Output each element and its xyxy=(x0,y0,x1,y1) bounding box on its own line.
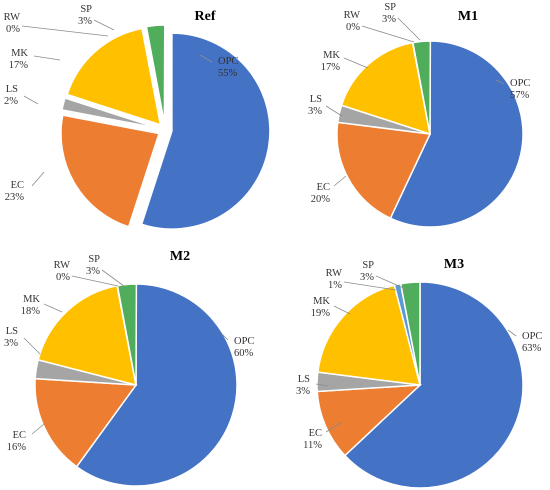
slice-label-sp-ref: SP 3% xyxy=(78,4,92,27)
leader-line-ls xyxy=(23,337,41,355)
slice-label-sp-m2: SP 3% xyxy=(86,254,100,277)
slice-opc-m1 xyxy=(389,40,524,228)
leader-line-rw xyxy=(21,25,109,37)
slice-sp-m3 xyxy=(399,281,421,386)
slice-label-rw-m3: RW 1% xyxy=(326,268,343,291)
slice-label-sp-m1: SP 3% xyxy=(382,2,396,25)
leader-line-sp xyxy=(397,17,421,41)
leader-line-mk xyxy=(33,55,61,61)
chart-title-m1: M1 xyxy=(458,9,478,24)
slice-label-mk-m3: MK 19% xyxy=(311,296,331,319)
slice-label-mk-m2: MK 18% xyxy=(21,294,41,317)
leader-line-opc xyxy=(221,333,229,341)
slice-label-opc-ref: OPC 55% xyxy=(218,56,238,79)
pie-panel-ref: Ref OPC 55% EC 23% LS 2% MK 17% RW 0% SP 3% xyxy=(4,4,271,230)
slice-label-ls-m2: LS 3% xyxy=(4,326,18,349)
leader-line-ls xyxy=(23,95,39,105)
leader-line-mk xyxy=(43,303,63,313)
leader-line-ls xyxy=(325,105,343,117)
slice-label-opc-m2: OPC 60% xyxy=(234,336,254,359)
slice-label-ec-m2: EC 16% xyxy=(7,430,27,453)
slice-ec-ref xyxy=(60,114,160,228)
pie-panel-m1: M1 OPC 57% EC 20% LS 3% MK 17%RW 0% SP 3% xyxy=(308,2,530,228)
slice-opc-m2 xyxy=(75,283,238,487)
slice-label-ec-m3: EC 11% xyxy=(303,428,322,451)
leader-line-ls xyxy=(315,383,329,387)
leader-line-sp xyxy=(375,275,409,291)
slice-mk-ref xyxy=(66,27,162,126)
slice-label-ls-ref: LS 2% xyxy=(4,84,18,107)
leader-line-rw xyxy=(343,281,397,291)
slice-label-ls-m3: LS 3% xyxy=(296,374,310,397)
slice-label-opc-m3: OPC 63% xyxy=(522,331,542,354)
slice-ls-ref xyxy=(61,97,159,129)
leader-line-opc xyxy=(495,79,505,85)
slice-sp-ref xyxy=(145,24,166,124)
slice-label-sp-m3: SP 3% xyxy=(360,260,374,283)
leader-line-ec xyxy=(31,171,45,187)
chart-title-m3: M3 xyxy=(444,257,464,272)
leader-line-ec xyxy=(333,175,347,187)
chart-title-ref: Ref xyxy=(195,9,216,24)
slice-opc-ref xyxy=(140,32,271,230)
leader-line-ec xyxy=(325,421,343,433)
pie-panel-m3: M3 OPC 63% EC 11% LS 3% MK 19% RW 1% SP 3% xyxy=(296,257,542,489)
leader-line-ec xyxy=(31,423,45,435)
slice-sp-m1 xyxy=(412,40,432,135)
pie-panel-m2: M2 OPC 60% EC 16% LS 3%MK 18% RW 0% SP 3% xyxy=(4,249,254,487)
chart-title-m2: M2 xyxy=(170,249,190,264)
leader-line-sp xyxy=(101,269,125,287)
leader-line-rw xyxy=(71,275,119,287)
leader-line-rw xyxy=(361,25,415,43)
slice-label-rw-ref: RW 0% xyxy=(4,12,21,35)
slice-ec-m1 xyxy=(336,121,432,220)
slice-label-ec-ref: EC 23% xyxy=(5,180,25,203)
slice-mk-m1 xyxy=(340,41,431,136)
leader-line-mk xyxy=(333,305,351,315)
slice-label-ec-m1: EC 20% xyxy=(311,182,331,205)
leader-line-sp xyxy=(93,19,115,31)
slice-label-opc-m1: OPC 57% xyxy=(510,78,530,101)
slice-opc-m3 xyxy=(343,281,524,489)
slice-label-mk-ref: MK 17% xyxy=(9,48,29,71)
slice-ec-m2 xyxy=(34,377,138,468)
slice-label-rw-m1: RW 0% xyxy=(344,10,361,33)
slice-mk-m2 xyxy=(37,284,137,387)
leader-line-mk xyxy=(343,57,369,69)
leader-line-opc xyxy=(199,54,213,63)
slice-ec-m3 xyxy=(316,384,423,457)
leader-line-opc xyxy=(507,329,517,337)
slice-label-mk-m1: MK 17% xyxy=(321,50,341,73)
slice-label-rw-m2: RW 0% xyxy=(54,260,71,283)
slice-label-ls-m1: LS 3% xyxy=(308,94,322,117)
